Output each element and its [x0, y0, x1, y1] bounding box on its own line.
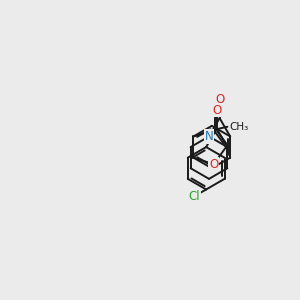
Text: CH₃: CH₃ — [229, 122, 248, 132]
Text: O: O — [209, 158, 218, 171]
Text: O: O — [215, 93, 224, 106]
Text: O: O — [212, 103, 221, 116]
Text: N: N — [205, 130, 213, 143]
Text: Cl: Cl — [189, 190, 200, 203]
